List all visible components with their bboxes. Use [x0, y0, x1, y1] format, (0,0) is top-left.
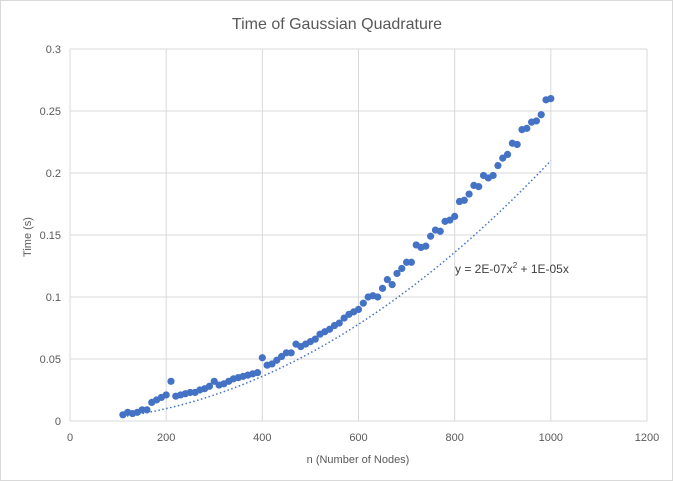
data-point: [436, 227, 444, 235]
x-tick-label: 200: [157, 432, 175, 444]
data-point: [311, 335, 319, 343]
data-point: [465, 190, 473, 198]
equation-suffix: + 1E-05x: [517, 262, 569, 276]
y-tick-label: 0.25: [40, 106, 61, 118]
x-tick-label: 1200: [635, 432, 659, 444]
data-point: [253, 369, 262, 377]
y-tick-label: 0.05: [40, 354, 61, 366]
data-point: [427, 232, 435, 240]
x-axis-title: n (Number of Nodes): [307, 454, 410, 466]
y-tick-label: 0: [55, 416, 61, 428]
gridlines: [69, 48, 648, 422]
y-tick-label: 0.2: [46, 168, 61, 180]
x-tick-label: 0: [67, 432, 73, 444]
data-point: [513, 140, 521, 149]
data-points: [119, 95, 555, 419]
data-point: [523, 124, 531, 132]
data-point: [378, 284, 387, 292]
data-point: [388, 281, 396, 289]
data-point: [422, 242, 430, 250]
y-axis-title: Time (s): [22, 217, 34, 257]
data-point: [494, 161, 502, 170]
data-point: [374, 293, 382, 301]
data-point: [460, 196, 468, 204]
y-tick-label: 0.1: [46, 292, 61, 304]
equation-prefix: y = 2E-07x: [455, 262, 513, 276]
data-point: [475, 183, 483, 191]
data-point: [451, 212, 459, 220]
data-point: [335, 319, 343, 327]
data-point: [354, 305, 363, 313]
y-tick-label: 0.3: [46, 44, 61, 56]
data-point: [398, 264, 406, 273]
data-point: [359, 299, 367, 307]
x-tick-label: 800: [445, 432, 463, 444]
data-point: [489, 171, 497, 180]
trendline-equation: y = 2E-07x2 + 1E-05x: [455, 261, 569, 276]
data-point: [503, 150, 512, 158]
data-point: [287, 349, 295, 357]
data-point: [532, 117, 541, 125]
data-point: [167, 377, 175, 385]
trendline: [122, 160, 552, 418]
data-point: [205, 382, 214, 390]
chart-title: Time of Gaussian Quadrature: [232, 16, 442, 33]
x-tick-label: 600: [349, 432, 367, 444]
x-tick-label: 1000: [539, 432, 563, 444]
y-tick-label: 0.15: [40, 230, 61, 242]
data-point: [537, 111, 545, 119]
data-point: [383, 276, 391, 284]
y-tick-labels: 0 0.05 0.1 0.15 0.2 0.25 0.3: [40, 44, 61, 428]
x-tick-label: 400: [253, 432, 271, 444]
data-point: [143, 406, 151, 414]
data-point: [393, 269, 401, 278]
equation-superscript: 2: [513, 261, 518, 270]
data-point: [258, 354, 266, 362]
data-point: [547, 95, 555, 103]
x-tick-labels: 0 200 400 600 800 1000 1200: [67, 432, 659, 444]
data-point: [407, 258, 415, 266]
data-point: [162, 391, 170, 399]
